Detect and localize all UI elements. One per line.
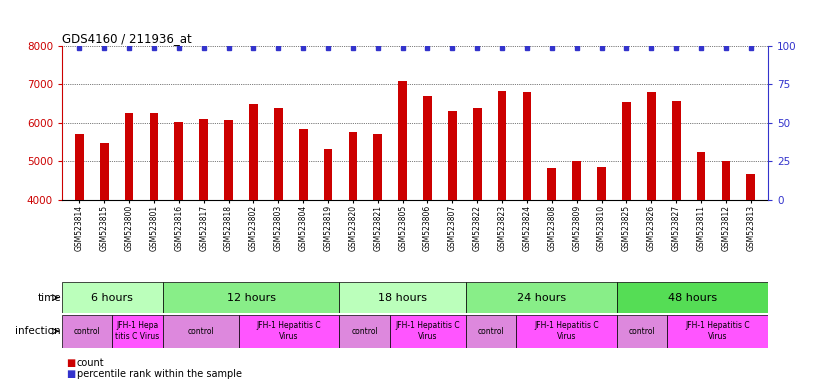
Bar: [239, 315, 339, 348]
Text: time: time: [37, 293, 61, 303]
Text: JFH-1 Hepatitis C
Virus: JFH-1 Hepatitis C Virus: [534, 321, 599, 341]
Bar: [448, 111, 457, 353]
Bar: [647, 92, 656, 353]
Bar: [572, 161, 581, 353]
Text: GDS4160 / 211936_at: GDS4160 / 211936_at: [62, 32, 192, 45]
Bar: [498, 91, 506, 353]
Bar: [523, 92, 531, 353]
Bar: [390, 315, 466, 348]
Bar: [224, 120, 233, 353]
Text: 48 hours: 48 hours: [668, 293, 717, 303]
Bar: [466, 282, 617, 313]
Bar: [617, 315, 667, 348]
Bar: [100, 143, 108, 353]
Bar: [163, 282, 339, 313]
Text: percentile rank within the sample: percentile rank within the sample: [77, 369, 242, 379]
Bar: [722, 161, 730, 353]
Text: 6 hours: 6 hours: [92, 293, 133, 303]
Bar: [339, 282, 466, 313]
Bar: [622, 102, 631, 353]
Bar: [349, 132, 358, 353]
Bar: [150, 113, 159, 353]
Text: control: control: [351, 327, 378, 336]
Bar: [274, 108, 282, 353]
Bar: [62, 282, 163, 313]
Text: JFH-1 Hepa
titis C Virus: JFH-1 Hepa titis C Virus: [116, 321, 159, 341]
Bar: [249, 104, 258, 353]
Bar: [597, 167, 606, 353]
Text: JFH-1 Hepatitis C
Virus: JFH-1 Hepatitis C Virus: [686, 321, 750, 341]
Bar: [373, 134, 382, 353]
Text: JFH-1 Hepatitis C
Virus: JFH-1 Hepatitis C Virus: [396, 321, 460, 341]
Text: ■: ■: [66, 358, 75, 368]
Bar: [516, 315, 617, 348]
Text: 24 hours: 24 hours: [516, 293, 566, 303]
Bar: [747, 174, 755, 353]
Bar: [667, 315, 768, 348]
Text: 12 hours: 12 hours: [226, 293, 276, 303]
Bar: [423, 96, 432, 353]
Bar: [163, 315, 239, 348]
Bar: [339, 315, 390, 348]
Bar: [398, 81, 407, 353]
Bar: [672, 101, 681, 353]
Text: control: control: [188, 327, 214, 336]
Bar: [125, 113, 134, 353]
Bar: [75, 134, 83, 353]
Bar: [472, 108, 482, 353]
Bar: [617, 282, 768, 313]
Bar: [199, 119, 208, 353]
Text: count: count: [77, 358, 104, 368]
Bar: [112, 315, 163, 348]
Bar: [174, 122, 183, 353]
Bar: [466, 315, 516, 348]
Text: JFH-1 Hepatitis C
Virus: JFH-1 Hepatitis C Virus: [257, 321, 321, 341]
Text: infection: infection: [16, 326, 61, 336]
Bar: [62, 315, 112, 348]
Text: ■: ■: [66, 369, 75, 379]
Text: control: control: [74, 327, 101, 336]
Bar: [696, 152, 705, 353]
Text: control: control: [477, 327, 504, 336]
Text: 18 hours: 18 hours: [378, 293, 427, 303]
Bar: [324, 149, 332, 353]
Bar: [299, 129, 307, 353]
Bar: [548, 168, 556, 353]
Text: control: control: [629, 327, 656, 336]
